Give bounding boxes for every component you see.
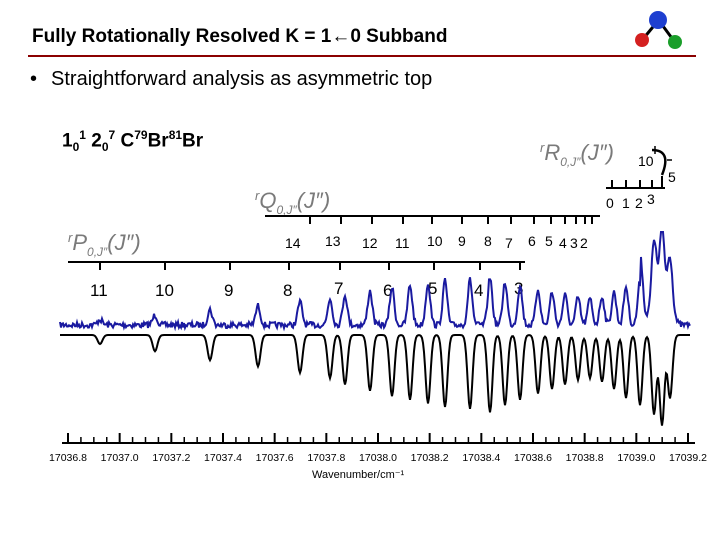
- p-label: 6: [383, 281, 392, 300]
- experimental-trace: [59, 231, 691, 332]
- p-label: 5: [428, 279, 437, 298]
- p-label: 9: [224, 281, 233, 300]
- bullet-text: Straightforward analysis as asymmetric t…: [51, 68, 433, 90]
- r-label: 5: [668, 169, 676, 185]
- q-branch-ladder: 14 13 12 11 10 9 8 7 6 5 4 3 2: [265, 215, 600, 251]
- x-tick-label: 17037.8: [307, 452, 345, 464]
- q-label: 4: [559, 235, 567, 251]
- p-branch-ladder: 11 10 9 8 7 6 5 4 3: [68, 261, 525, 300]
- q-label: 3: [570, 235, 578, 251]
- species-label: 101 207 C79Br81Br: [62, 128, 204, 155]
- x-tick-label: 17036.8: [49, 452, 87, 464]
- q-label: 5: [545, 233, 553, 249]
- q-label: 9: [458, 233, 466, 249]
- q-label: 12: [362, 235, 378, 251]
- p-label: 4: [474, 281, 483, 300]
- q-branch-label: rQ0,J″(J″): [255, 188, 330, 217]
- p-label: 11: [90, 281, 108, 300]
- q-label: 2: [580, 235, 588, 251]
- x-axis-ticks: 17036.8 17037.0 17037.2 17037.4 17037.6 17037…: [49, 433, 707, 464]
- x-tick-label: 17039.0: [617, 452, 655, 464]
- r-label: 2: [635, 195, 643, 211]
- title-divider: [28, 55, 696, 57]
- x-tick-label: 17038.2: [411, 452, 449, 464]
- x-tick-label: 17037.4: [204, 452, 242, 464]
- r-label: 3: [647, 191, 655, 207]
- bullet-item: • Straightforward analysis as asymmetric …: [30, 68, 432, 91]
- q-label: 7: [505, 235, 513, 251]
- q-label: 14: [285, 235, 301, 251]
- x-tick-label: 17037.0: [101, 452, 139, 464]
- x-tick-label: 17037.2: [152, 452, 190, 464]
- r-label: 10: [638, 153, 654, 169]
- q-label: 10: [427, 233, 443, 249]
- x-tick-label: 17038.8: [566, 452, 604, 464]
- r-label: 1: [622, 195, 630, 211]
- r-label: 0: [606, 195, 614, 211]
- p-label: 7: [334, 279, 343, 298]
- slide-title: Fully Rotationally Resolved K = 1←0 Subb…: [32, 26, 448, 47]
- r-branch-ladder: 10 5 0 1 2 3: [606, 146, 676, 211]
- x-tick-label: 17038.6: [514, 452, 552, 464]
- p-label: 10: [155, 281, 174, 300]
- q-label: 6: [528, 233, 536, 249]
- q-label: 13: [325, 233, 341, 249]
- r-branch-label: rR0,J″(J″): [540, 140, 614, 169]
- x-tick-label: 17039.2: [669, 452, 707, 464]
- simulated-trace: [60, 333, 690, 426]
- q-label: 8: [484, 233, 492, 249]
- p-label: 8: [283, 281, 292, 300]
- x-tick-label: 17038.0: [359, 452, 397, 464]
- molecule-icon: [635, 11, 682, 49]
- x-tick-label: 17038.4: [462, 452, 500, 464]
- bullet-dot: •: [30, 68, 38, 90]
- p-branch-label: rP0,J″(J″): [68, 230, 141, 259]
- x-axis-title: Wavenumber/cm⁻¹: [312, 469, 405, 481]
- x-tick-label: 17037.6: [256, 452, 294, 464]
- q-label: 11: [395, 235, 410, 251]
